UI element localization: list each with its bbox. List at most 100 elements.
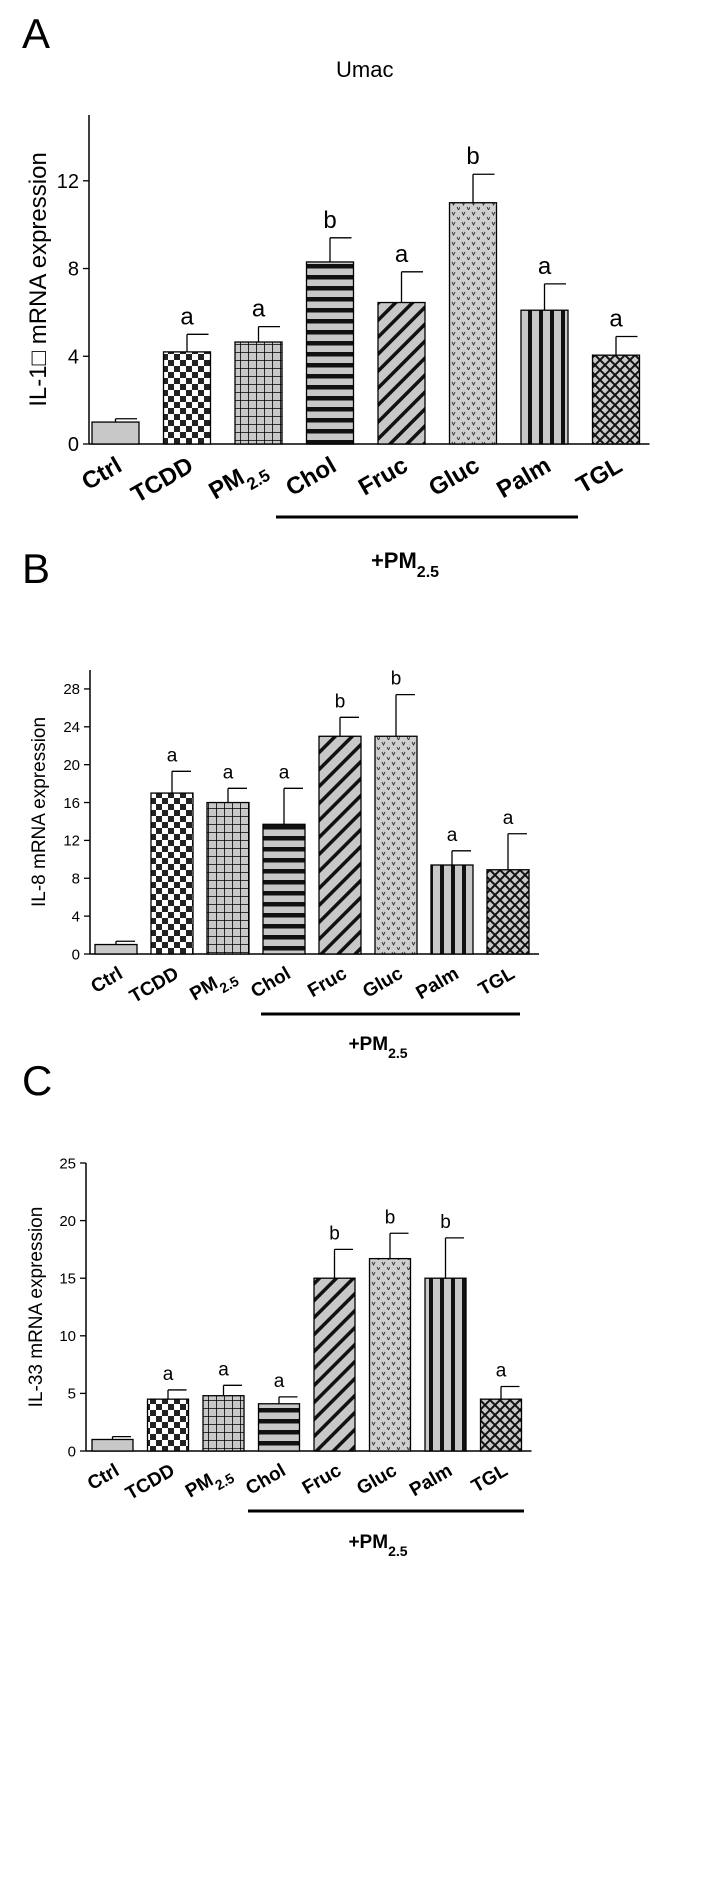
y-tick-label: 16	[63, 795, 80, 812]
x-category-label: TGL	[475, 963, 519, 1000]
bar-pm25	[206, 801, 250, 955]
x-category-label: PM2.5	[186, 963, 241, 1010]
x-category-label: Gluc	[359, 963, 406, 1003]
bar-chol	[262, 823, 306, 955]
x-category-label: Fruc	[354, 452, 413, 501]
y-tick-label: 25	[59, 1155, 76, 1172]
bar-palm	[430, 864, 474, 955]
y-tick-label: 4	[72, 908, 80, 925]
y-axis-label: IL-8 mRNA expression	[29, 717, 50, 907]
x-category-label: Gluc	[353, 1460, 400, 1500]
chart-panel-b: B IL-8 mRNA expression 0 4 8 12 16 20 24 28 Ctrl a T…	[22, 545, 539, 1061]
y-tick-label: 24	[63, 719, 80, 736]
significance-label: b	[391, 669, 402, 690]
bar-tgl	[486, 869, 530, 955]
significance-label: b	[440, 1212, 451, 1233]
bar-gluc	[368, 1257, 412, 1452]
significance-label: a	[279, 762, 290, 783]
x-category-label: Palm	[413, 963, 463, 1004]
bar-fruc	[318, 735, 362, 955]
significance-label: a	[252, 296, 266, 323]
x-category-label: Ctrl	[88, 963, 127, 998]
significance-label: a	[503, 808, 514, 829]
x-category-label: Chol	[242, 1460, 289, 1499]
significance-label: a	[609, 306, 623, 333]
y-tick-label: 0	[68, 1443, 76, 1460]
bar-fruc	[313, 1277, 356, 1452]
bar-tcdd	[146, 1398, 190, 1452]
bar-palm	[424, 1277, 467, 1452]
y-tick-label: 8	[68, 259, 79, 281]
y-tick-label: 20	[59, 1213, 76, 1230]
bar-tgl	[479, 1398, 523, 1452]
bar-fruc	[377, 301, 426, 445]
chart-panel-a: A Umac IL-1□ mRNA expression 0 4 8 12 Ctrl a TCDD…	[22, 10, 650, 581]
chart-title: Umac	[336, 57, 393, 82]
y-tick-label: 12	[63, 833, 80, 850]
bar-ctrl	[94, 943, 138, 955]
bar-tcdd	[150, 792, 194, 955]
bar-gluc	[448, 202, 498, 445]
chart-panel-c: C IL-33 mRNA expression 0 5 10 15 20 25 Ctrl a TCD…	[22, 1057, 532, 1559]
significance-label: a	[538, 253, 552, 280]
y-tick-label: 8	[72, 871, 80, 888]
group-label: +PM2.5	[348, 1034, 407, 1061]
bar-chol	[257, 1403, 301, 1452]
x-category-label: Chol	[247, 963, 294, 1002]
x-category-label: TCDD	[126, 963, 182, 1008]
y-tick-label: 15	[59, 1270, 76, 1287]
panel-letter: A	[22, 10, 50, 57]
significance-label: b	[466, 143, 479, 170]
significance-label: b	[329, 1223, 340, 1244]
bar-ctrl	[91, 1438, 134, 1452]
y-axis-label: IL-33 mRNA expression	[26, 1207, 47, 1408]
x-category-label: TCDD	[122, 1460, 178, 1505]
bar-palm	[520, 309, 569, 445]
x-category-label: PM2.5	[182, 1460, 237, 1507]
y-tick-label: 0	[68, 434, 79, 456]
panel-letter: B	[22, 545, 50, 592]
x-category-label: Palm	[492, 452, 555, 504]
x-category-label: Ctrl	[77, 452, 126, 496]
x-category-label: Ctrl	[84, 1460, 123, 1495]
significance-label: a	[395, 241, 409, 268]
bar-tgl	[591, 354, 641, 445]
x-category-label: TCDD	[127, 452, 198, 509]
bar-pm25	[202, 1395, 245, 1452]
significance-label: b	[335, 691, 346, 712]
significance-label: a	[218, 1359, 229, 1380]
x-category-label: Chol	[281, 452, 341, 502]
y-tick-label: 4	[68, 346, 79, 368]
x-category-label: TGL	[468, 1460, 512, 1497]
y-tick-label: 10	[59, 1328, 76, 1345]
x-category-label: Palm	[406, 1460, 456, 1501]
x-category-label: Fruc	[304, 963, 351, 1002]
y-axis-label: IL-1□ mRNA expression	[25, 152, 52, 407]
panel-letter: C	[22, 1057, 52, 1104]
x-category-label: TGL	[572, 452, 627, 499]
bar-pm25	[234, 341, 283, 445]
y-tick-label: 0	[72, 946, 80, 963]
y-tick-label: 5	[68, 1386, 76, 1403]
significance-label: b	[323, 207, 336, 234]
significance-label: a	[274, 1371, 285, 1392]
group-label: +PM2.5	[348, 1532, 407, 1559]
bar-chol	[305, 261, 355, 445]
significance-label: a	[163, 1364, 174, 1385]
x-category-label: Gluc	[424, 452, 484, 502]
significance-label: b	[385, 1207, 396, 1228]
bar-gluc	[374, 735, 418, 955]
y-tick-label: 20	[63, 757, 80, 774]
significance-label: a	[496, 1360, 507, 1381]
significance-label: a	[223, 762, 234, 783]
bar-ctrl	[91, 421, 140, 445]
x-category-label: Fruc	[299, 1460, 346, 1499]
bar-tcdd	[162, 351, 212, 445]
significance-label: a	[180, 303, 194, 330]
y-tick-label: 12	[57, 171, 79, 193]
significance-label: a	[447, 825, 458, 846]
y-tick-label: 28	[63, 681, 80, 698]
group-label: +PM2.5	[371, 548, 439, 581]
